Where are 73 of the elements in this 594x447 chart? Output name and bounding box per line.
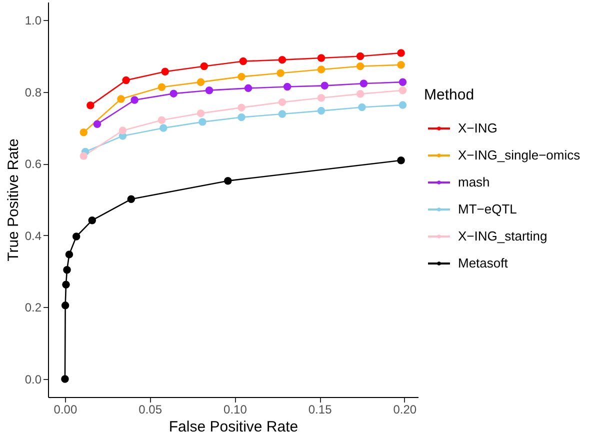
point — [88, 216, 96, 224]
point — [161, 68, 169, 76]
point — [239, 57, 248, 66]
x-tick-label: 0.00 — [54, 402, 78, 416]
point — [358, 103, 366, 112]
y-axis-title: True Positive Rate — [4, 138, 22, 262]
point — [320, 82, 329, 90]
point — [398, 78, 407, 86]
point — [224, 176, 232, 185]
point — [158, 116, 166, 124]
y-tick-label: 1.0 — [24, 13, 42, 28]
point — [80, 152, 88, 160]
point — [360, 80, 368, 88]
point — [278, 98, 286, 106]
point — [62, 280, 70, 288]
point — [65, 250, 74, 258]
x-tick-label: 0.10 — [224, 402, 248, 416]
point — [238, 72, 246, 81]
point — [160, 124, 168, 132]
point — [356, 52, 364, 60]
point — [317, 66, 326, 74]
y-tick-label: 0.0 — [24, 372, 42, 387]
legend-label: X−ING_single−omics — [458, 148, 581, 162]
point — [72, 232, 80, 240]
point — [196, 109, 205, 118]
point — [93, 120, 102, 128]
point — [398, 86, 407, 94]
x-tick-label: 0.15 — [308, 402, 332, 416]
point — [196, 78, 205, 86]
point — [276, 69, 284, 77]
point — [63, 266, 71, 274]
legend-label: Metasoft — [458, 256, 508, 270]
y-tick-label: 0.2 — [24, 300, 42, 315]
point — [80, 128, 88, 136]
point — [238, 104, 246, 112]
point — [170, 90, 178, 98]
point — [198, 118, 206, 126]
point — [317, 106, 326, 115]
legend-title: Method — [424, 86, 474, 104]
point — [356, 62, 364, 70]
legend-label: X−ING_starting — [458, 228, 548, 244]
point — [122, 76, 130, 84]
point — [61, 375, 69, 383]
x-tick-label: 0.20 — [393, 402, 417, 416]
point — [117, 95, 125, 103]
point — [127, 195, 136, 204]
y-tick-label: 0.8 — [24, 85, 42, 100]
point — [244, 84, 252, 92]
x-axis-title: False Positive Rate — [168, 418, 298, 436]
point — [398, 101, 407, 109]
point — [86, 102, 94, 110]
y-tick-label: 0.6 — [24, 157, 42, 172]
point — [200, 62, 208, 70]
point — [278, 110, 286, 118]
point — [130, 96, 138, 104]
point — [317, 54, 326, 62]
legend-label: mash — [458, 174, 490, 190]
point — [397, 156, 405, 164]
legend-label: X−ING — [458, 120, 498, 136]
point — [283, 82, 292, 91]
y-tick-label: 0.4 — [24, 228, 42, 243]
point — [118, 126, 127, 134]
point — [238, 113, 246, 122]
point — [278, 56, 286, 64]
point — [356, 90, 364, 98]
point — [317, 94, 326, 102]
point — [205, 86, 214, 94]
x-tick-label: 0.05 — [138, 402, 162, 416]
point — [61, 302, 70, 310]
point — [397, 60, 405, 69]
point — [158, 83, 166, 91]
point — [397, 49, 405, 57]
legend-label: MT−eQTL — [458, 202, 517, 216]
